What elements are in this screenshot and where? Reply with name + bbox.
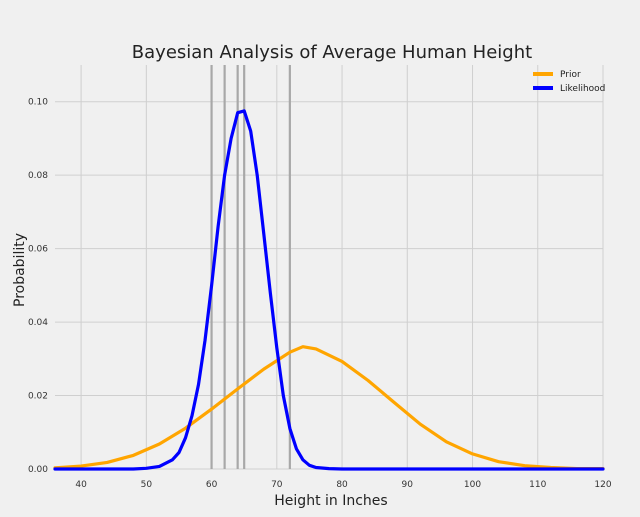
- legend-label-likelihood: Likelihood: [560, 84, 605, 94]
- x-tick-label: 120: [594, 480, 611, 490]
- y-tick-label: 0.06: [28, 245, 48, 255]
- y-tick-label: 0.08: [28, 171, 48, 181]
- x-tick-label: 60: [206, 480, 218, 490]
- y-tick-label: 0.00: [28, 465, 48, 475]
- x-tick-labels: 40 50 60 70 80 90 100 110 120: [75, 480, 611, 490]
- observation-lines: [210, 65, 291, 469]
- series-line-prior: [53, 345, 605, 471]
- x-tick-label: 90: [402, 480, 414, 490]
- legend: Prior Likelihood: [533, 70, 605, 94]
- plot-area: [55, 65, 603, 469]
- x-tick-label: 80: [336, 480, 348, 490]
- series-line-likelihood: [53, 109, 605, 471]
- x-tick-label: 40: [75, 480, 87, 490]
- x-tick-label: 100: [464, 480, 481, 490]
- x-axis-label: Height in Inches: [274, 493, 387, 509]
- y-tick-label: 0.10: [28, 98, 48, 108]
- x-tick-label: 70: [271, 480, 283, 490]
- x-tick-label: 50: [141, 480, 153, 490]
- legend-label-prior: Prior: [560, 70, 581, 80]
- y-tick-labels: 0.00 0.02 0.04 0.06 0.08 0.10: [28, 98, 48, 475]
- x-tick-label: 110: [529, 480, 546, 490]
- chart-title: Bayesian Analysis of Average Human Heigh…: [132, 42, 532, 63]
- series-lines: [53, 109, 605, 471]
- y-tick-label: 0.04: [28, 318, 48, 328]
- y-tick-label: 0.02: [28, 392, 48, 402]
- y-axis-label: Probability: [12, 233, 28, 307]
